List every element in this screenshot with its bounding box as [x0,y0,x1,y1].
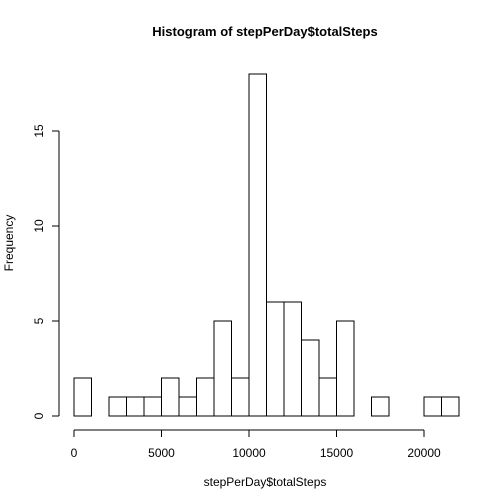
x-tick-label: 15000 [320,446,354,460]
histogram-bar [213,320,232,417]
x-axis-label: stepPerDay$totalSteps [204,475,327,489]
histogram-bar [143,396,162,417]
histogram-bar [178,396,197,417]
x-tick-label: 5000 [148,446,175,460]
x-tick-label: 10000 [232,446,266,460]
chart-title: Histogram of stepPerDay$totalSteps [152,24,377,39]
histogram-bar [266,301,285,417]
x-tick-label: 20000 [407,446,441,460]
histogram-bar [231,377,250,417]
y-tick-label: 5 [32,317,46,324]
histogram-bar [196,377,215,417]
histogram-bar [318,377,337,417]
y-tick-label: 15 [32,124,46,138]
y-tick-label: 0 [32,412,46,419]
histogram-bar [423,396,442,417]
histogram-bar [161,377,180,417]
histogram-bar [371,396,390,417]
histogram-bar [248,73,267,417]
y-tick-label: 10 [32,219,46,233]
y-axis-label: Frequency [2,215,16,272]
histogram-bar [336,320,355,417]
histogram-bar [126,396,145,417]
histogram-bar [283,301,302,417]
histogram-bar [441,396,460,417]
histogram-bar [108,396,127,417]
x-axis: 0 5000 10000 15000 20000 [71,429,441,460]
bars-group [73,73,460,417]
y-axis: 0 5 10 15 [32,124,60,419]
histogram-bar [73,377,92,417]
x-tick-label: 0 [71,446,78,460]
histogram-bar [301,339,320,417]
